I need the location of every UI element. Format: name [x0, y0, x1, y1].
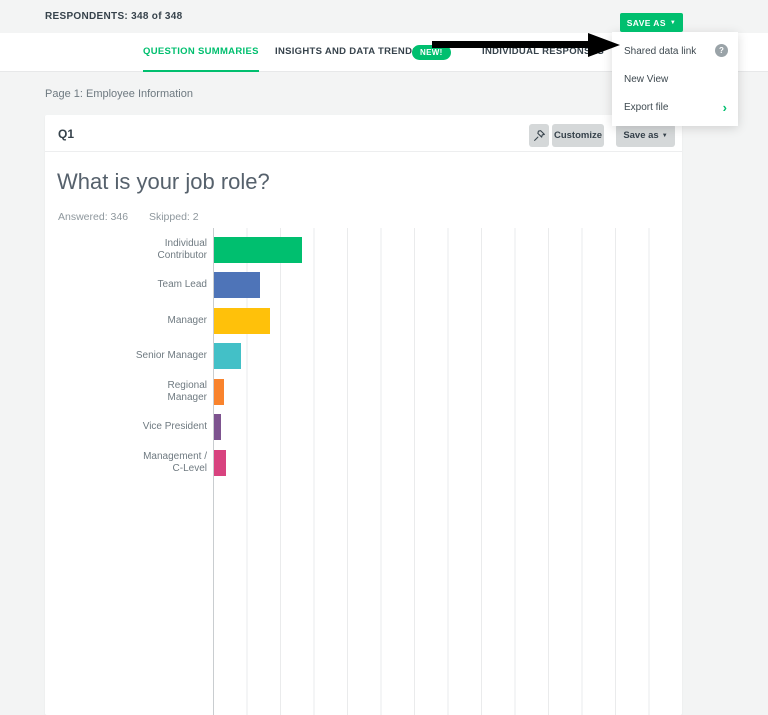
- customize-button[interactable]: Customize: [552, 124, 604, 147]
- caret-down-icon: ▼: [661, 132, 668, 139]
- chart-row: Vice President: [45, 410, 682, 446]
- save-as-dropdown-menu: Shared data link ? New View Export file …: [612, 32, 738, 126]
- chart-rows: Individual Contributor Team Lead Manager Sen…: [45, 232, 682, 481]
- bar-track: [213, 343, 682, 370]
- respondents-count: RESPONDENTS: 348 of 348: [45, 11, 183, 22]
- category-label: Individual Contributor: [157, 237, 207, 261]
- menu-item-label: Shared data link: [624, 45, 697, 57]
- save-as-button[interactable]: SAVE AS ▼: [620, 13, 683, 32]
- bar-track: [213, 307, 682, 334]
- chevron-right-icon: ›: [722, 99, 727, 115]
- pin-question-button[interactable]: [529, 124, 549, 147]
- bar-track: [213, 236, 682, 263]
- bar[interactable]: [214, 236, 302, 263]
- menu-item-export-file[interactable]: Export file ›: [612, 93, 738, 121]
- annotation-arrow-shaft: [432, 41, 590, 48]
- bar[interactable]: [214, 343, 241, 370]
- skipped-count: Skipped: 2: [148, 211, 199, 223]
- category-label: Senior Manager: [135, 350, 207, 362]
- menu-item-label: Export file: [624, 101, 669, 113]
- bar[interactable]: [214, 272, 261, 299]
- job-role-bar-chart: Individual Contributor Team Lead Manager Sen…: [45, 228, 682, 715]
- top-bar: RESPONDENTS: 348 of 348 SAVE AS ▼: [0, 0, 768, 33]
- save-as-button-label: SAVE AS: [626, 17, 666, 28]
- question-card: Q1 Customize Save as ▼ What is your job …: [45, 115, 682, 715]
- category-label: Vice President: [142, 421, 207, 433]
- bar-track: [213, 449, 682, 476]
- pushpin-icon: [533, 129, 546, 142]
- annotation-arrow-head: [588, 33, 620, 57]
- new-badge: NEW!: [412, 45, 451, 60]
- answered-count: Answered: 346: [58, 211, 129, 223]
- question-number: Q1: [58, 127, 75, 141]
- bar[interactable]: [214, 307, 271, 334]
- category-label: Team Lead: [157, 279, 207, 291]
- page-section-label: Page 1: Employee Information: [45, 88, 193, 100]
- chart-row: Senior Manager: [45, 339, 682, 375]
- category-label: Regional Manager: [167, 379, 207, 403]
- help-circle-icon[interactable]: ?: [715, 44, 728, 57]
- bar[interactable]: [214, 378, 224, 405]
- chart-row: Regional Manager: [45, 374, 682, 410]
- card-save-as-button[interactable]: Save as ▼: [616, 124, 675, 147]
- response-stats: Answered: 346 Skipped: 2: [58, 211, 217, 223]
- card-save-as-label: Save as: [623, 130, 659, 141]
- question-card-header: Q1 Customize Save as ▼: [45, 115, 682, 152]
- category-label: Manager: [167, 314, 207, 326]
- bar-track: [213, 272, 682, 299]
- menu-item-label: New View: [624, 73, 669, 85]
- question-title: What is your job role?: [57, 169, 270, 194]
- tab-insights-and-data-trends[interactable]: INSIGHTS AND DATA TRENDS: [275, 46, 419, 57]
- category-label: Management / C-Level: [143, 450, 207, 474]
- chart-row: Manager: [45, 303, 682, 339]
- menu-item-new-view[interactable]: New View: [612, 65, 738, 93]
- bar[interactable]: [214, 414, 222, 441]
- tab-individual-responses[interactable]: INDIVIDUAL RESPONSES: [482, 46, 604, 57]
- chart-row: Team Lead: [45, 268, 682, 304]
- menu-item-shared-data-link[interactable]: Shared data link ?: [612, 37, 738, 65]
- bar-track: [213, 378, 682, 405]
- bar-track: [213, 414, 682, 441]
- chart-row: Individual Contributor: [45, 232, 682, 268]
- chart-row: Management / C-Level: [45, 445, 682, 481]
- bar[interactable]: [214, 449, 227, 476]
- caret-down-icon: ▼: [669, 19, 677, 26]
- tab-question-summaries[interactable]: QUESTION SUMMARIES: [143, 33, 259, 72]
